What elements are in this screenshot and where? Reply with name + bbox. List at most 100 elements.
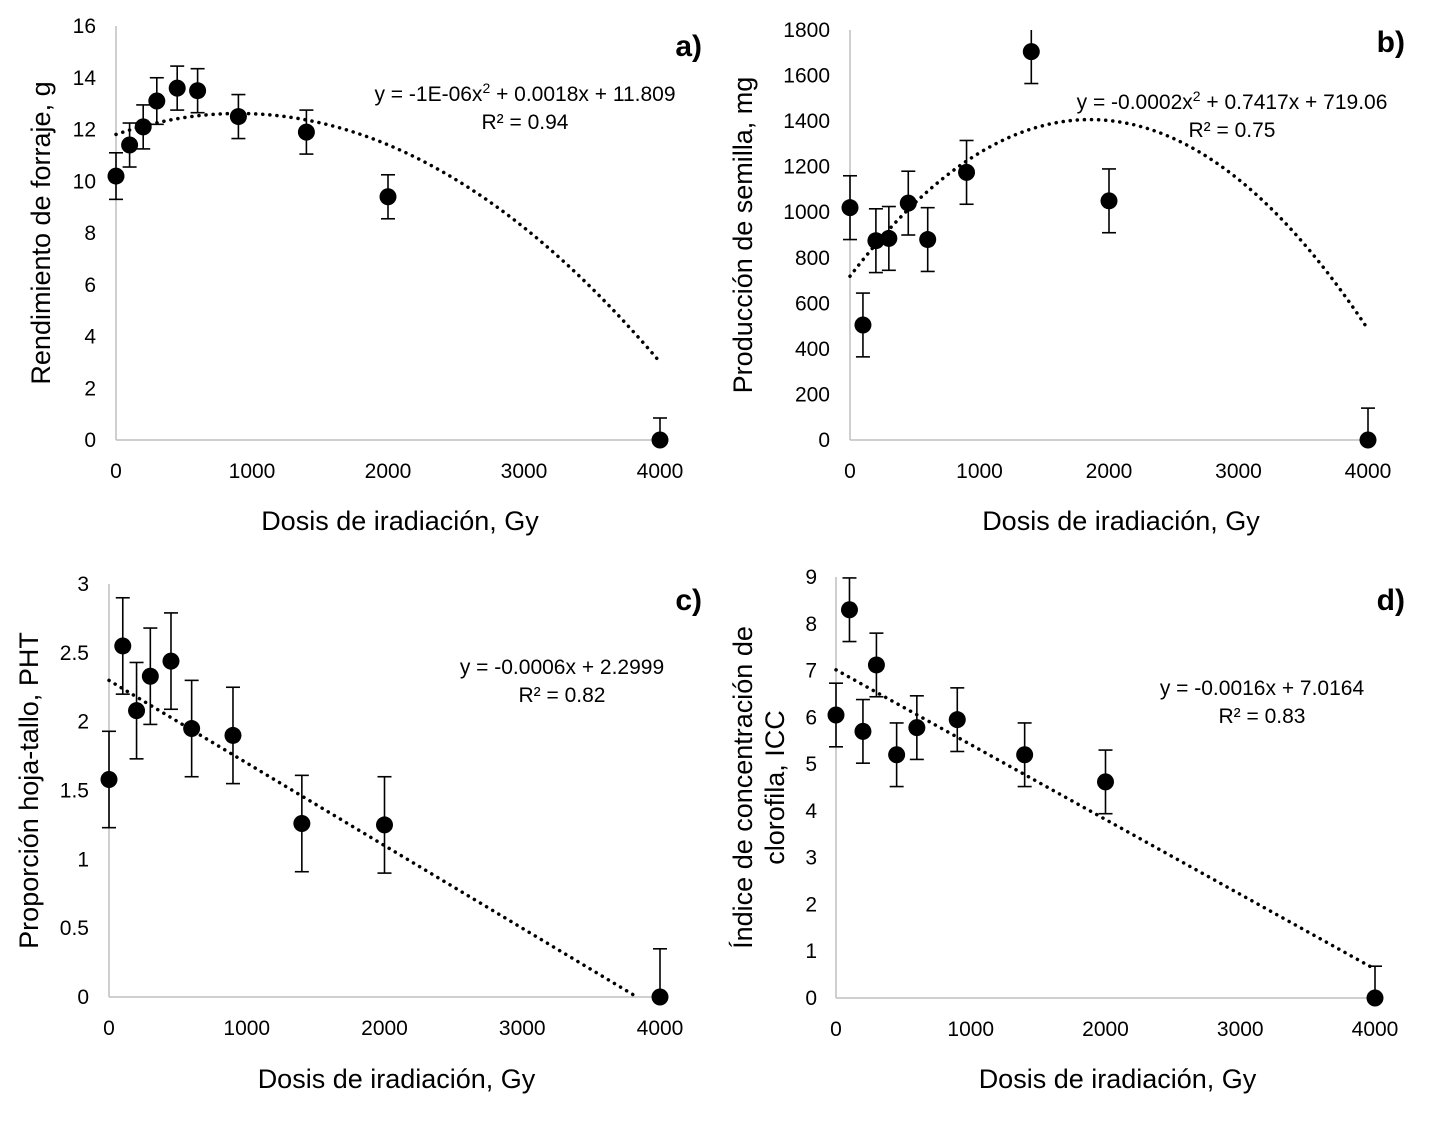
y-tick-label: 400 bbox=[795, 338, 830, 361]
x-tick-label: 2000 bbox=[361, 1017, 408, 1040]
data-point bbox=[141, 667, 159, 685]
y-axis-title-line: clorofila, ICC bbox=[760, 710, 790, 865]
y-axis-title-line: Índice de concentración de bbox=[728, 626, 758, 949]
x-axis-title: Dosis de iradiación, Gy bbox=[979, 1064, 1257, 1094]
y-axis-title: Producción de semilla, mg bbox=[728, 77, 758, 394]
x-axis-title: Dosis de iradiación, Gy bbox=[258, 1064, 536, 1094]
data-point bbox=[224, 726, 242, 744]
y-tick-label: 5 bbox=[805, 753, 817, 776]
data-point bbox=[651, 431, 669, 449]
y-tick-label: 6 bbox=[84, 274, 96, 297]
data-point bbox=[908, 719, 926, 737]
y-tick-label: 1 bbox=[805, 940, 817, 963]
equation-prefix: y = -1E-06x bbox=[374, 83, 482, 106]
y-tick-label: 1000 bbox=[783, 201, 830, 224]
trendline-equation: y = -1E-06x2 + 0.0018x + 11.809 bbox=[374, 80, 675, 106]
trendline bbox=[114, 111, 662, 364]
x-axis-title: Dosis de iradiación, Gy bbox=[982, 506, 1260, 536]
data-point bbox=[168, 79, 186, 97]
data-point bbox=[297, 123, 315, 141]
data-point bbox=[229, 108, 247, 126]
trendline bbox=[107, 678, 639, 999]
data-point bbox=[1016, 746, 1034, 764]
y-tick-label: 3 bbox=[805, 847, 817, 870]
data-point bbox=[948, 711, 966, 729]
panel-label: a) bbox=[675, 30, 702, 63]
y-tick-label: 1400 bbox=[783, 110, 830, 133]
x-tick-label: 4000 bbox=[637, 460, 684, 483]
y-tick-label: 1200 bbox=[783, 156, 830, 179]
x-tick-label: 1000 bbox=[229, 460, 276, 483]
x-tick-label: 0 bbox=[844, 460, 856, 483]
r-squared-label: R² = 0.82 bbox=[519, 684, 606, 707]
data-point bbox=[128, 702, 146, 720]
x-tick-label: 3000 bbox=[501, 460, 548, 483]
data-point bbox=[121, 136, 139, 154]
data-point bbox=[854, 722, 872, 740]
panel-label: d) bbox=[1377, 584, 1405, 617]
data-point bbox=[134, 118, 152, 136]
y-tick-label: 8 bbox=[84, 222, 96, 245]
r-squared-label: R² = 0.75 bbox=[1189, 119, 1276, 142]
x-tick-label: 2000 bbox=[1082, 1018, 1129, 1041]
data-point bbox=[651, 988, 669, 1006]
panel-d-chlorophyll-index-chart: 0 1 2 3 4 5 6 7 8 9 0 1000 2000 3000 4000 Dosis de irad… bbox=[728, 566, 1405, 1094]
x-tick-label: 2000 bbox=[1086, 460, 1133, 483]
data-point bbox=[888, 746, 906, 764]
panel-b-seed-production-chart: 0 200 400 600 800 1000 1200 1400 1600 1800 0 1000 20… bbox=[728, 19, 1405, 536]
x-tick-label: 0 bbox=[103, 1017, 115, 1040]
data-point bbox=[100, 770, 118, 788]
y-tick-label: 6 bbox=[805, 706, 817, 729]
data-point bbox=[919, 231, 937, 249]
y-tick-label: 1600 bbox=[783, 65, 830, 88]
y-tick-label: 7 bbox=[805, 660, 817, 683]
y-axis-title: Proporción hoja-tallo, PHT bbox=[14, 632, 44, 949]
y-tick-label: 4 bbox=[805, 800, 817, 823]
y-tick-label: 1 bbox=[77, 848, 89, 871]
equation-prefix: y = -0.0016x + 7.0164 bbox=[1160, 677, 1365, 700]
panel-label: b) bbox=[1377, 26, 1405, 59]
y-axis-title: Rendimiento de forraje, g bbox=[26, 81, 56, 384]
y-tick-label: 800 bbox=[795, 247, 830, 270]
data-point bbox=[867, 656, 885, 674]
x-tick-label: 1000 bbox=[223, 1017, 270, 1040]
data-point bbox=[162, 652, 180, 670]
y-tick-label: 0 bbox=[818, 429, 830, 452]
equation-superscript: 2 bbox=[1193, 88, 1201, 104]
data-point bbox=[867, 232, 885, 250]
y-tick-label: 1.5 bbox=[60, 780, 89, 803]
data-point bbox=[841, 199, 859, 217]
y-tick-label: 0 bbox=[84, 429, 96, 452]
equation-prefix: y = -0.0006x + 2.2999 bbox=[460, 656, 664, 679]
panel-label: c) bbox=[675, 584, 702, 617]
trendline-equation: y = -0.0016x + 7.0164 bbox=[1160, 677, 1365, 700]
x-tick-label: 3000 bbox=[1215, 460, 1262, 483]
r-squared-label: R² = 0.94 bbox=[482, 111, 569, 134]
y-tick-label: 2 bbox=[805, 893, 817, 916]
data-point bbox=[114, 637, 132, 655]
data-point bbox=[107, 167, 125, 185]
data-point bbox=[958, 163, 976, 181]
x-tick-label: 4000 bbox=[637, 1017, 684, 1040]
data-point bbox=[840, 601, 858, 619]
y-tick-label: 2 bbox=[84, 377, 96, 400]
r-squared-label: R² = 0.83 bbox=[1219, 705, 1306, 728]
equation-superscript: 2 bbox=[482, 80, 490, 96]
equation-suffix: + 0.0018x + 11.809 bbox=[490, 83, 675, 106]
y-tick-label: 12 bbox=[73, 119, 96, 142]
y-tick-label: 4 bbox=[84, 326, 96, 349]
x-tick-label: 0 bbox=[110, 460, 122, 483]
x-tick-label: 2000 bbox=[365, 460, 412, 483]
y-tick-label: 0 bbox=[805, 987, 817, 1010]
data-point bbox=[1366, 989, 1384, 1007]
y-tick-label: 0 bbox=[77, 986, 89, 1009]
y-tick-label: 2 bbox=[77, 711, 89, 734]
y-tick-label: 3 bbox=[77, 573, 89, 596]
data-point bbox=[376, 816, 393, 834]
y-axis-title: Índice de concentración declorofila, ICC bbox=[728, 626, 790, 949]
x-tick-label: 4000 bbox=[1345, 460, 1392, 483]
data-point bbox=[379, 188, 397, 206]
data-point bbox=[880, 229, 898, 247]
trendline bbox=[848, 117, 1370, 332]
y-tick-label: 200 bbox=[795, 383, 830, 406]
